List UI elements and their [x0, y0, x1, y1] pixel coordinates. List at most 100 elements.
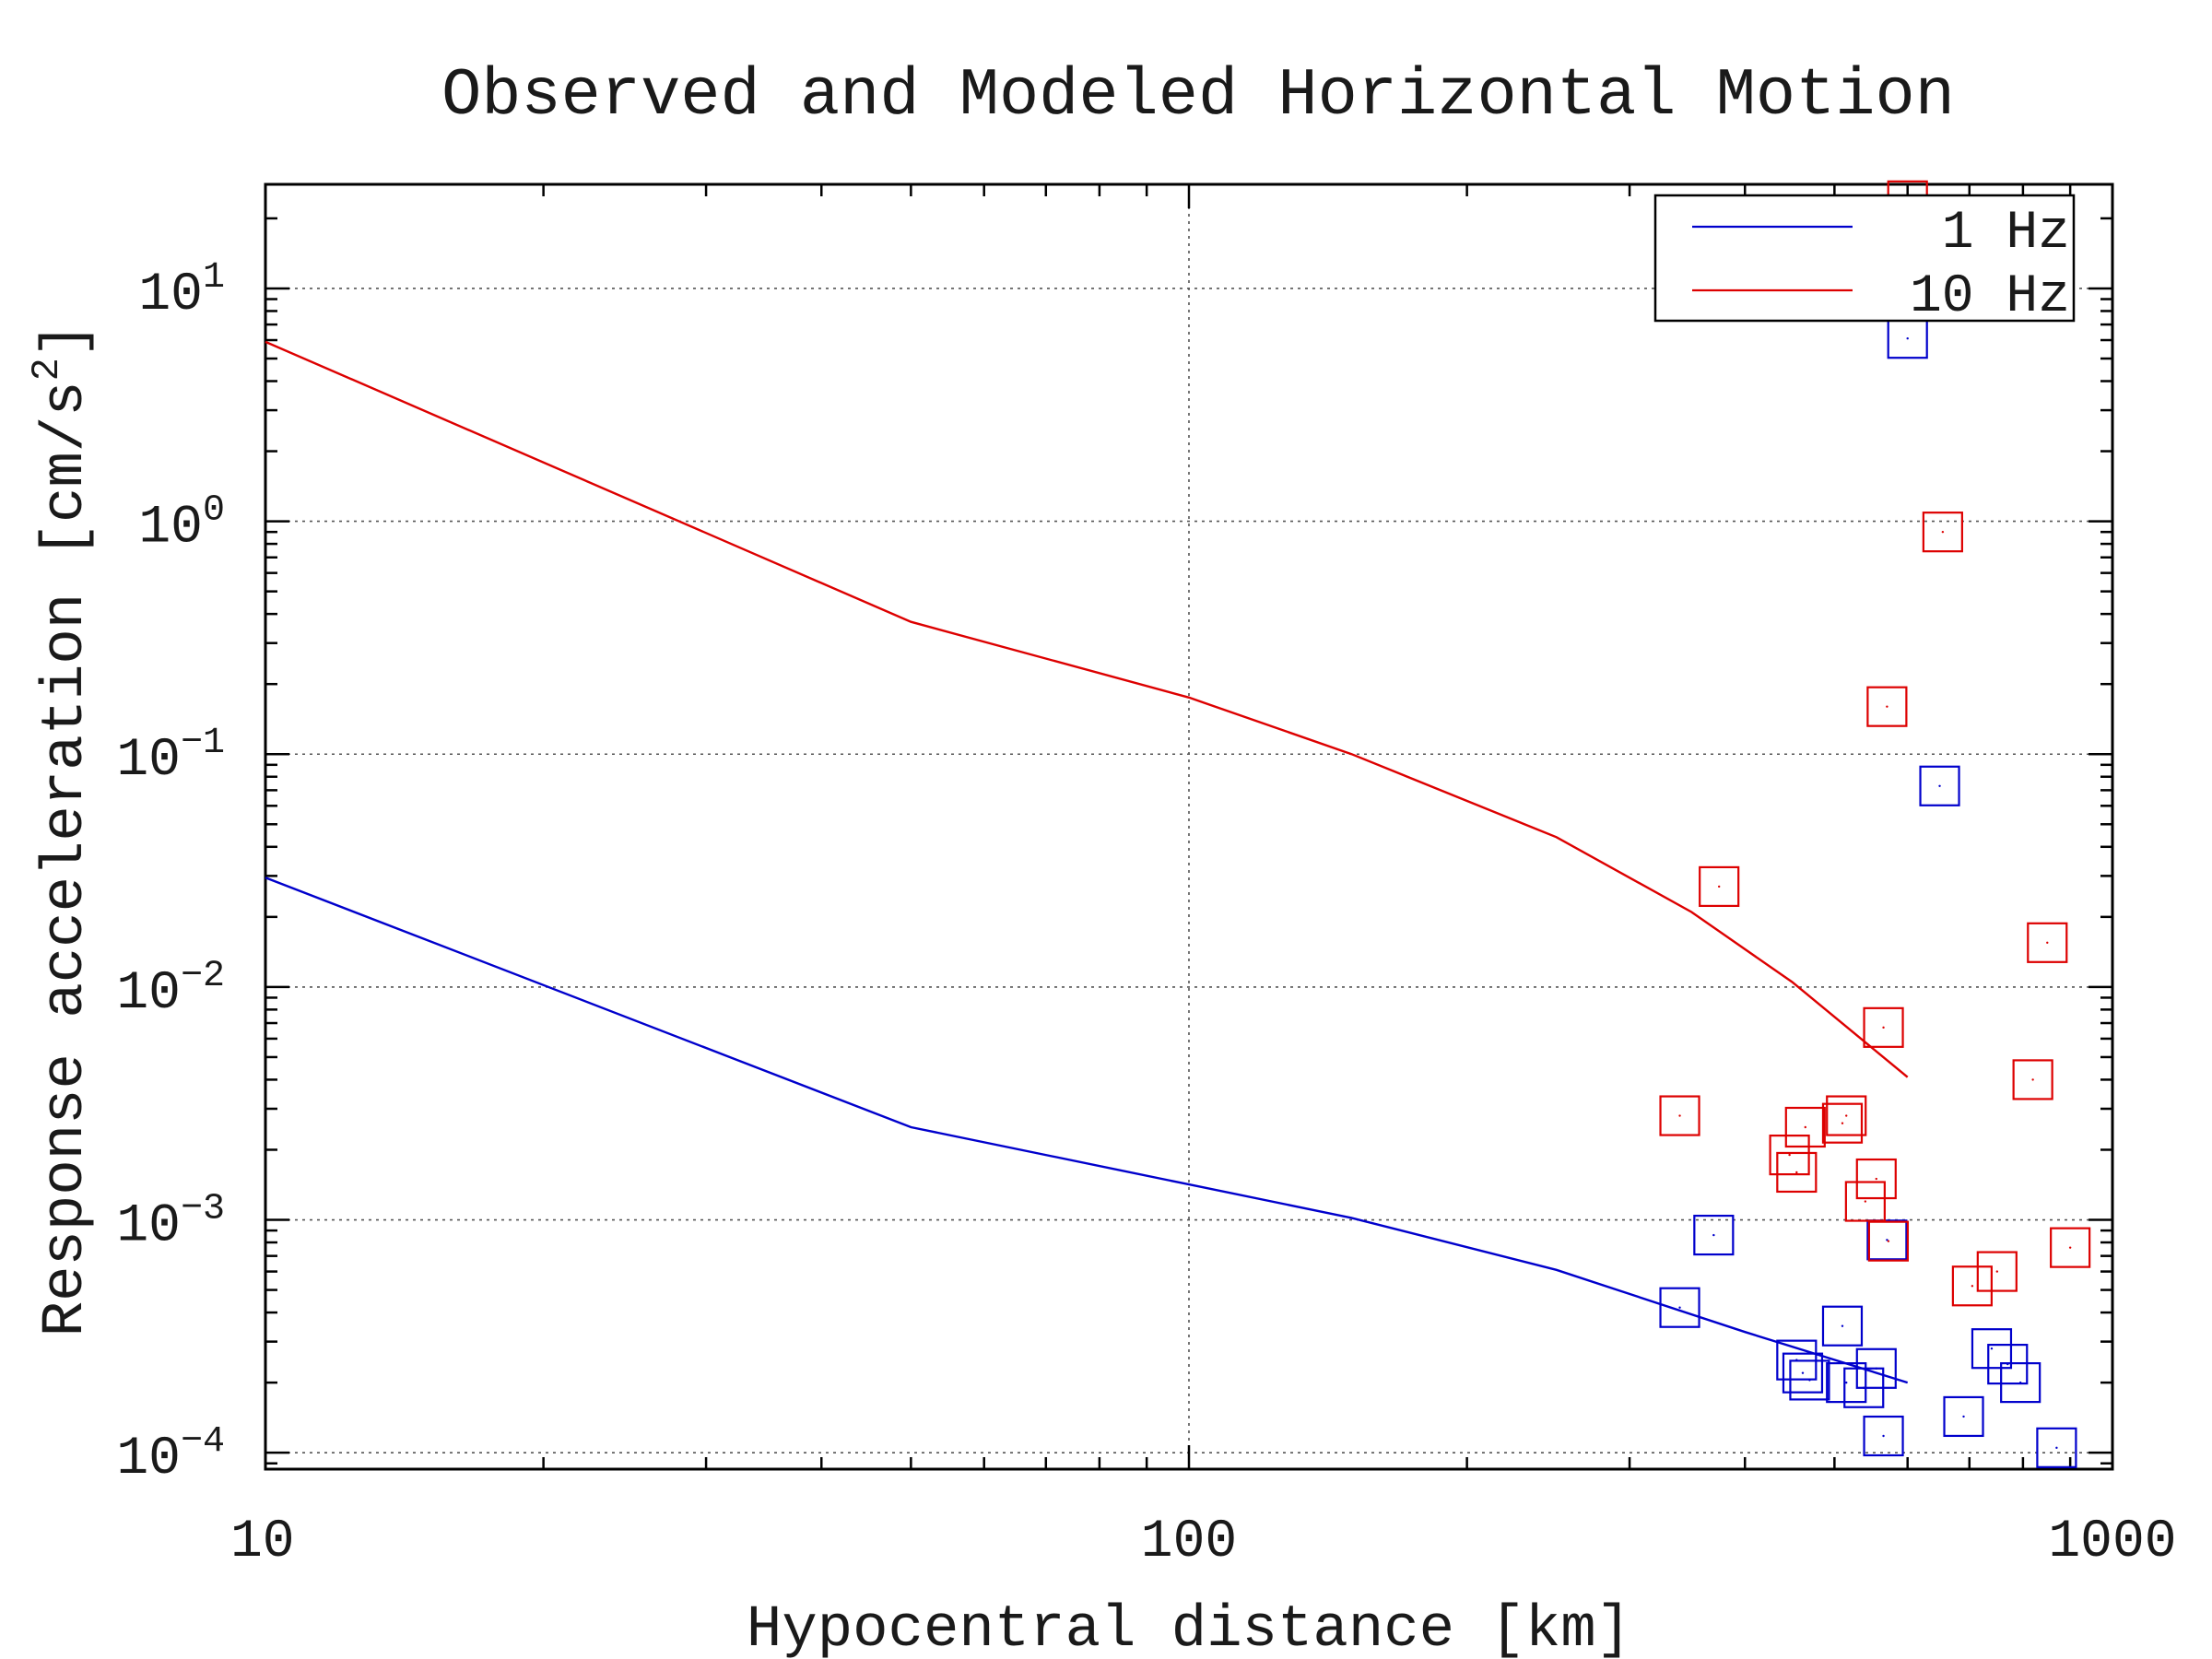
- observed-point-center-1hz: [1841, 1324, 1844, 1327]
- observed-point-center-10hz: [1995, 1270, 1999, 1273]
- observed-point-center-10hz: [1804, 1125, 1806, 1129]
- axis-ticks: [264, 184, 2112, 1469]
- chart-title: Observed and Modeled Horizontal Motion: [441, 58, 1955, 134]
- y-tick-label: 10−2: [116, 956, 225, 1024]
- observed-point-1hz: [1693, 1214, 1735, 1256]
- observed-point-10hz: [1784, 1106, 1826, 1148]
- y-axis-label-main: Response acceleration [cm/s: [33, 381, 100, 1336]
- model-line-1hz: [265, 877, 1909, 1384]
- observed-point-center-10hz: [1882, 1026, 1885, 1030]
- observed-point-10hz: [2027, 922, 2068, 963]
- observed-point-1hz: [1863, 1415, 1904, 1457]
- y-tick-label: 100: [138, 490, 225, 559]
- observed-point-10hz: [1863, 1006, 1904, 1048]
- observed-point-center-10hz: [1845, 1114, 1848, 1117]
- observed-point-center-1hz: [1990, 1347, 1994, 1350]
- observed-point-1hz: [2000, 1362, 2041, 1404]
- observed-point-1hz: [1855, 1347, 1897, 1389]
- observed-point-center-1hz: [2018, 1381, 2022, 1384]
- y-tick-label-exponent: 0: [203, 490, 225, 532]
- y-tick-label-exponent: 1: [203, 257, 225, 299]
- observed-point-10hz: [1769, 1135, 1810, 1176]
- y-tick-label-base: 10: [116, 964, 181, 1024]
- observed-point-1hz: [1821, 1305, 1864, 1347]
- observed-point-center-10hz: [2046, 941, 2049, 945]
- observed-point-1hz: [1789, 1359, 1830, 1401]
- observed-point-center-1hz: [1712, 1233, 1715, 1237]
- observed-point-10hz: [1659, 1095, 1700, 1136]
- observed-point-center-1hz: [2055, 1446, 2058, 1450]
- observed-point-center-10hz: [1678, 1114, 1681, 1117]
- observed-point-center-10hz: [1887, 1240, 1890, 1242]
- observed-point-1hz: [2036, 1427, 2077, 1468]
- observed-point-center-10hz: [2031, 1078, 2034, 1081]
- y-axis-label-superscript: 2: [25, 358, 69, 381]
- observed-point-center-1hz: [1678, 1306, 1681, 1309]
- observed-point-1hz: [1782, 1352, 1824, 1394]
- observed-point-center-1hz: [1845, 1381, 1848, 1384]
- observed-point-center-10hz: [1886, 705, 1888, 708]
- observed-point-10hz: [1855, 1158, 1897, 1200]
- observed-point-10hz: [1976, 1251, 2018, 1292]
- observed-point-10hz: [1821, 1102, 1864, 1144]
- observed-point-center-1hz: [1882, 1434, 1885, 1438]
- observed-point-center-10hz: [1864, 1200, 1867, 1203]
- series-layer: [265, 180, 2091, 1468]
- observed-point-10hz: [1776, 1151, 1818, 1194]
- y-tick-label: 10−3: [116, 1189, 225, 1257]
- x-tick-label: 10: [230, 1512, 295, 1572]
- observed-point-center-10hz: [2068, 1246, 2072, 1249]
- y-axis-label: Response acceleration [cm/s2]: [25, 323, 100, 1337]
- legend: 1 Hz 10 Hz: [1653, 194, 2076, 327]
- y-tick-label-base: 10: [116, 1430, 181, 1489]
- observed-point-1hz: [1866, 1219, 1908, 1261]
- observed-point-center-1hz: [1962, 1415, 1965, 1418]
- observed-point-1hz: [1971, 1328, 2013, 1370]
- y-tick-label-exponent: −1: [181, 723, 225, 764]
- plot-area-frame: [264, 182, 2114, 1471]
- y-tick-label-exponent: −2: [181, 956, 225, 997]
- y-tick-label: 101: [138, 257, 225, 325]
- observed-point-1hz: [1943, 1395, 1984, 1438]
- observed-point-center-10hz: [1795, 1171, 1798, 1174]
- y-axis-label-close: ]: [33, 323, 100, 358]
- observed-point-center-1hz: [1906, 337, 1909, 340]
- x-tick-label: 1000: [2048, 1512, 2176, 1572]
- y-tick-label-exponent: −4: [181, 1421, 225, 1463]
- y-tick-label: 10−4: [116, 1421, 225, 1489]
- observed-point-center-10hz: [1841, 1122, 1844, 1124]
- observed-point-10hz: [1867, 1220, 1910, 1262]
- observed-point-center-1hz: [1808, 1379, 1811, 1382]
- x-tick-label: 100: [1141, 1512, 1237, 1572]
- observed-point-10hz: [2012, 1059, 2053, 1100]
- observed-point-center-10hz: [1717, 885, 1721, 888]
- y-tick-label-base: 10: [116, 1197, 181, 1257]
- observed-point-10hz: [2050, 1227, 2091, 1268]
- observed-point-center-10hz: [1971, 1285, 1974, 1288]
- x-tick-labels: 10 100 1000: [230, 1512, 2177, 1572]
- observed-point-1hz: [1826, 1362, 1867, 1404]
- observed-point-1hz: [1659, 1287, 1700, 1328]
- x-axis-label: Hypocentral distance [km]: [747, 1597, 1631, 1659]
- observed-point-center-1hz: [1938, 784, 1941, 787]
- observed-point-center-10hz: [1941, 530, 1945, 534]
- observed-point-10hz: [1699, 865, 1740, 908]
- y-tick-label-base: 10: [116, 731, 181, 791]
- observed-point-1hz: [1919, 765, 1960, 806]
- observed-point-10hz: [1844, 1181, 1886, 1222]
- y-tick-label-exponent: −3: [181, 1189, 225, 1230]
- legend-label-1hz: 1 Hz: [1942, 204, 2070, 264]
- observed-point-10hz: [1951, 1265, 1993, 1307]
- observed-point-10hz: [1866, 686, 1908, 727]
- model-line-10hz: [265, 340, 1909, 1078]
- observed-point-10hz: [1922, 512, 1963, 553]
- observed-point-center-10hz: [1875, 1177, 1877, 1181]
- y-tick-label-base: 10: [138, 499, 203, 559]
- observed-point-center-10hz: [1788, 1153, 1791, 1157]
- observed-point-center-1hz: [1875, 1367, 1877, 1370]
- y-tick-label: 10−1: [116, 723, 225, 791]
- observed-point-center-1hz: [1801, 1371, 1805, 1374]
- legend-label-10hz: 10 Hz: [1910, 267, 2070, 327]
